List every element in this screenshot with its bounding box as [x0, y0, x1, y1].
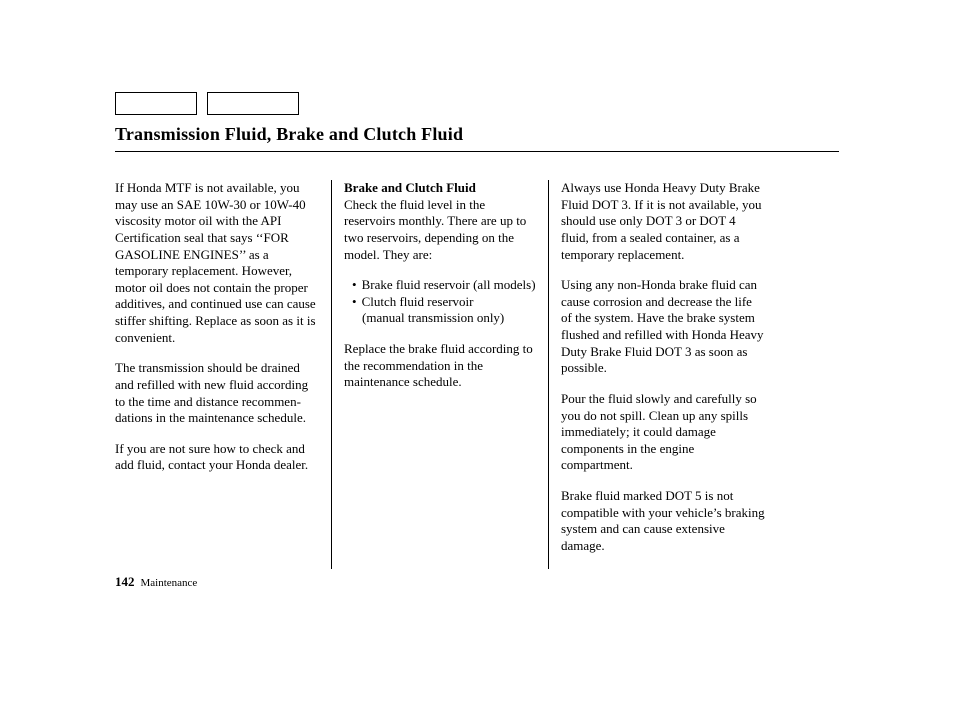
placeholder-box: [115, 92, 197, 115]
paragraph-text: Check the fluid level in the reservoirs …: [344, 197, 526, 262]
header-placeholder-boxes: [115, 92, 299, 115]
page-number: 142: [115, 574, 135, 589]
placeholder-box: [207, 92, 299, 115]
column-2: Brake and Clutch Fluid Check the fluid le…: [332, 180, 548, 569]
bullet-item: Clutch fluid reservoir(manual transmissi…: [352, 294, 536, 327]
page: Transmission Fluid, Brake and Clutch Flu…: [0, 0, 954, 710]
subheading: Brake and Clutch Fluid: [344, 180, 476, 195]
title-rule: [115, 151, 839, 152]
bullet-item: Brake fluid reservoir (all models): [352, 277, 536, 294]
content-columns: If Honda MTF is not available, you may u…: [115, 180, 839, 579]
page-footer: 142 Maintenance: [115, 574, 197, 590]
column-3: Always use Honda Heavy Duty Brake Fluid …: [549, 180, 765, 569]
section-label: Maintenance: [141, 577, 198, 589]
page-title: Transmission Fluid, Brake and Clutch Flu…: [115, 124, 839, 149]
paragraph: Brake fluid marked DOT 5 is not compatib…: [561, 488, 765, 555]
paragraph: The transmission should be drained and r…: [115, 360, 319, 427]
bullet-text: Clutch fluid reservoir: [362, 294, 474, 309]
paragraph: Brake and Clutch Fluid Check the fluid le…: [344, 180, 536, 263]
bullet-text: (manual transmission only): [362, 310, 504, 325]
title-block: Transmission Fluid, Brake and Clutch Flu…: [115, 124, 839, 152]
paragraph: Pour the fluid slowly and carefully so y…: [561, 391, 765, 474]
bullet-list: Brake fluid reservoir (all models) Clutc…: [352, 277, 536, 327]
paragraph: Always use Honda Heavy Duty Brake Fluid …: [561, 180, 765, 263]
column-1: If Honda MTF is not available, you may u…: [115, 180, 331, 569]
paragraph: If you are not sure how to check and add…: [115, 441, 319, 474]
paragraph: Using any non-Honda brake fluid can caus…: [561, 277, 765, 377]
paragraph: If Honda MTF is not available, you may u…: [115, 180, 319, 346]
paragraph: Replace the brake fluid according to the…: [344, 341, 536, 391]
